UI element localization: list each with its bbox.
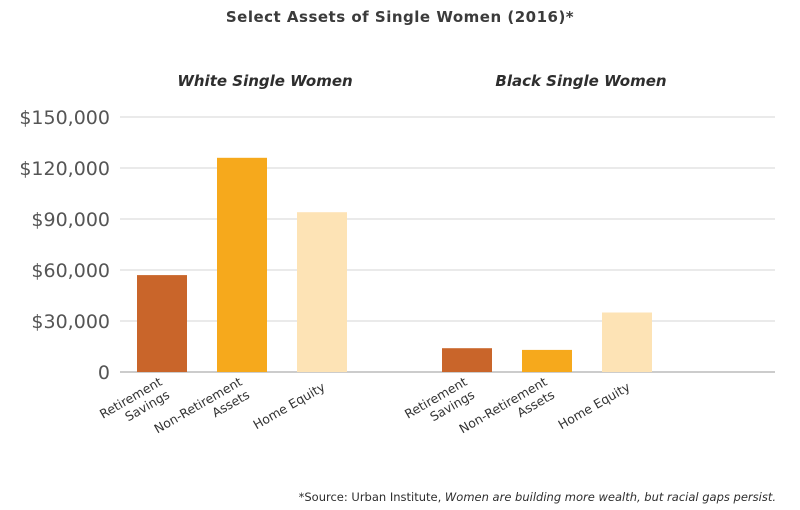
bar-white-0 [137, 275, 187, 372]
bar-chart: 0 $30,000 $60,000 $90,000 $120,000 $150,000 R… [19, 107, 775, 449]
bar-white-2 [297, 212, 347, 372]
y-tick-label: $60,000 [31, 260, 110, 282]
y-tick-label: $120,000 [19, 158, 110, 180]
x-tick-label: Non-RetirementAssets [151, 374, 252, 449]
footnote-prefix: *Source: Urban Institute, [298, 490, 445, 504]
bar-black-0 [442, 348, 492, 372]
panel-title-white: White Single Women [177, 72, 353, 90]
y-tick-label: $30,000 [31, 311, 110, 333]
x-tick-label: Home Equity [555, 379, 633, 432]
y-tick-label: $90,000 [31, 209, 110, 231]
panel-title-black: Black Single Women [495, 72, 667, 90]
bars [137, 157, 652, 372]
y-tick-label: 0 [98, 362, 110, 384]
y-axis-ticks: 0 $30,000 $60,000 $90,000 $120,000 $150,000 [19, 107, 110, 384]
x-tick-label: Non-RetirementAssets [456, 374, 557, 449]
y-tick-label: $150,000 [19, 107, 110, 129]
chart-title: Select Assets of Single Women (2016)* [225, 8, 575, 26]
x-tick-label: Home Equity [250, 379, 328, 432]
bar-black-2 [602, 312, 652, 372]
bar-white-1 [217, 157, 267, 372]
footnote-title: Women are building more wealth, but raci… [444, 490, 776, 504]
x-axis-ticks: RetirementSavingsNon-RetirementAssetsHom… [97, 374, 633, 449]
bar-black-1 [522, 349, 572, 372]
source-footnote: *Source: Urban Institute, Women are buil… [0, 490, 776, 504]
